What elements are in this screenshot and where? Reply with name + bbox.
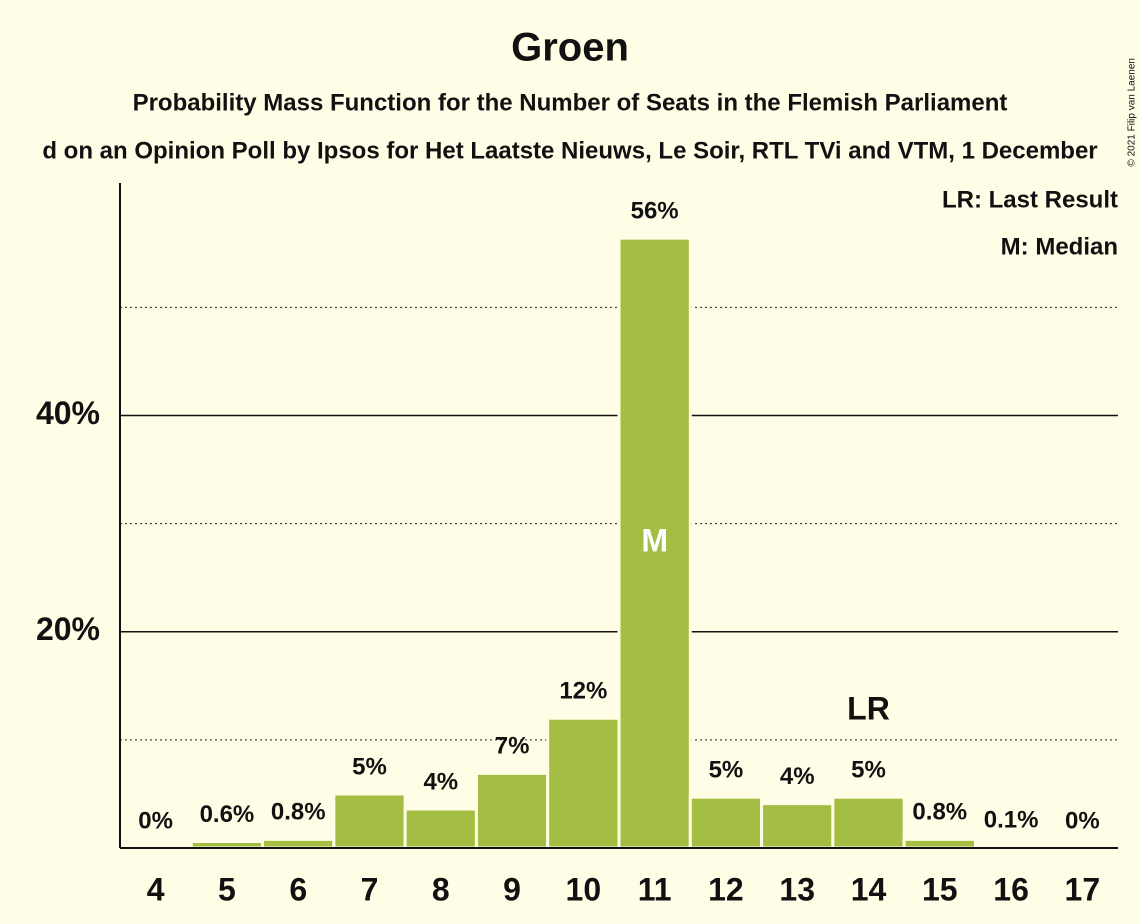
legend-entry: M: Median xyxy=(1001,233,1118,260)
x-tick-label: 9 xyxy=(503,871,521,907)
value-label: 12% xyxy=(559,678,607,705)
x-tick-label: 17 xyxy=(1065,871,1101,907)
bar xyxy=(617,236,692,850)
x-tick-label: 7 xyxy=(361,871,379,907)
value-label: 0.8% xyxy=(271,799,326,826)
source-line: d on an Opinion Poll by Ipsos for Het La… xyxy=(42,137,1097,164)
bar xyxy=(546,716,621,850)
value-label: 56% xyxy=(631,197,679,224)
value-label: 0.6% xyxy=(200,801,255,828)
y-tick-label: 40% xyxy=(36,395,100,431)
bar xyxy=(831,795,906,850)
x-tick-label: 11 xyxy=(638,871,672,907)
x-tick-label: 6 xyxy=(289,871,307,907)
value-label: 4% xyxy=(423,768,458,795)
value-label: 4% xyxy=(780,763,815,790)
value-label: 7% xyxy=(495,733,530,760)
value-label: 0% xyxy=(138,807,173,834)
value-label: 5% xyxy=(851,757,886,784)
median-marker: M xyxy=(641,523,668,559)
y-tick-label: 20% xyxy=(36,611,100,647)
x-tick-label: 14 xyxy=(851,871,887,907)
bar xyxy=(261,837,336,850)
chart-title: Groen xyxy=(511,26,629,70)
x-tick-label: 13 xyxy=(779,871,815,907)
x-tick-label: 12 xyxy=(708,871,744,907)
bar xyxy=(760,802,835,850)
value-label: 5% xyxy=(709,757,744,784)
x-tick-label: 15 xyxy=(922,871,958,907)
bar xyxy=(474,771,550,850)
bar xyxy=(403,807,478,850)
value-label: 0% xyxy=(1065,807,1100,834)
chart-subtitle: Probability Mass Function for the Number… xyxy=(133,89,1008,116)
value-label: 0.8% xyxy=(912,799,967,826)
value-label: 0.1% xyxy=(984,806,1039,833)
bar xyxy=(332,792,407,850)
x-tick-label: 4 xyxy=(147,871,165,907)
x-tick-label: 16 xyxy=(993,871,1029,907)
bar xyxy=(902,837,977,850)
last-result-marker: LR xyxy=(847,691,890,727)
copyright: © 2021 Filip van Laenen xyxy=(1127,58,1138,167)
x-tick-label: 8 xyxy=(432,871,450,907)
bar xyxy=(688,795,764,850)
x-tick-label: 10 xyxy=(566,871,602,907)
value-label: 5% xyxy=(352,753,387,780)
x-tick-label: 5 xyxy=(218,871,236,907)
legend-entry: LR: Last Result xyxy=(942,186,1118,213)
